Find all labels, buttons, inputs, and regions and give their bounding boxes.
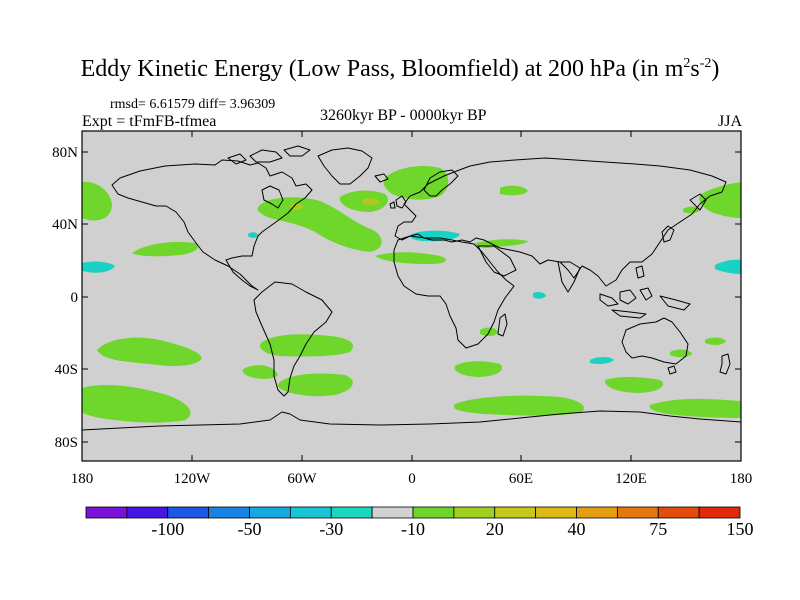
colorbar-label: 150: [727, 519, 754, 539]
positive-anomaly-region: [375, 252, 446, 264]
colorbar-label: 20: [486, 519, 504, 539]
positive-anomaly-region: [705, 337, 726, 346]
positive-anomaly-core: [362, 198, 380, 206]
colorbar-swatch: [494, 506, 537, 519]
positive-anomaly-region: [683, 206, 700, 214]
colorbar-swatch: [657, 506, 700, 519]
positive-anomaly-region: [132, 242, 198, 257]
colorbar-swatch: [126, 506, 169, 519]
positive-anomaly-region: [277, 373, 353, 397]
colorbar-swatch: [85, 506, 128, 519]
colorbar-swatch: [698, 506, 741, 519]
positive-anomaly-region: [260, 334, 354, 357]
colorbar-label: -10: [401, 519, 425, 539]
positive-anomaly-region: [453, 395, 584, 416]
colorbar-swatch: [412, 506, 455, 519]
positive-anomaly-region: [383, 166, 449, 200]
positive-anomaly-region: [82, 384, 191, 423]
positive-anomaly-region: [97, 337, 202, 366]
lat-tick-label: 80S: [55, 435, 78, 451]
colorbar: -100 -50 -30 -10 20 40 75 150: [85, 506, 754, 539]
lon-tick-label: 60W: [287, 471, 317, 487]
positive-anomaly-region: [257, 197, 382, 252]
colorbar-swatch: [576, 506, 618, 519]
negative-anomaly-region: [410, 230, 460, 242]
positive-anomaly-region: [604, 377, 664, 393]
positive-anomaly-region: [454, 361, 502, 377]
positive-anomaly-region: [500, 185, 528, 196]
longitude-axis: 180 120W 60W 0 60E 120E 180: [71, 131, 753, 487]
experiment-label: Expt = tFmFB-tfmea: [82, 113, 217, 130]
colorbar-label: 40: [568, 519, 586, 539]
lon-tick-label: 0: [408, 471, 416, 487]
lat-tick-label: 0: [71, 290, 79, 306]
colorbar-swatch: [167, 506, 210, 519]
positive-anomaly-region: [82, 181, 112, 221]
colorbar-label: -100: [151, 519, 184, 539]
colorbar-swatch: [249, 506, 291, 519]
lon-tick-label: 180: [71, 471, 94, 487]
colorbar-swatch: [289, 506, 332, 519]
lat-tick-label: 40N: [52, 217, 78, 233]
positive-anomaly-core: [290, 203, 303, 210]
colorbar-swatch: [535, 506, 577, 519]
negative-anomaly-region: [82, 261, 115, 273]
colorbar-swatch: [330, 506, 373, 519]
lat-tick-label: 40S: [55, 362, 78, 378]
lon-tick-label: 180: [730, 471, 753, 487]
colorbar-swatch: [453, 506, 496, 519]
positive-anomaly-region: [649, 398, 741, 418]
negative-anomaly-region: [590, 357, 614, 364]
lon-tick-label: 60E: [509, 471, 533, 487]
positive-anomaly-region: [242, 365, 278, 379]
rmsd-diff-stats: rmsd= 6.61579 diff= 3.96309: [110, 97, 276, 112]
positive-anomaly-region: [699, 182, 741, 218]
colorbar-label: -50: [238, 519, 262, 539]
plot-title: Eddy Kinetic Energy (Low Pass, Bloomfiel…: [80, 56, 720, 82]
negative-anomaly-region: [715, 259, 741, 274]
colorbar-swatch: [616, 506, 659, 519]
colorbar-swatch: [371, 506, 414, 519]
colorbar-label: -30: [319, 519, 343, 539]
colorbar-label: 75: [649, 519, 667, 539]
lon-tick-label: 120E: [615, 471, 647, 487]
coastlines: [82, 145, 741, 461]
negative-anomaly-region: [533, 292, 546, 299]
latitude-axis: 80N 40N 0 40S 80S: [52, 145, 741, 451]
map-panel: [82, 131, 741, 461]
lon-tick-label: 120W: [174, 471, 212, 487]
lat-tick-label: 80N: [52, 145, 78, 161]
anomaly-contours: [82, 166, 741, 423]
time-period-label: 3260kyr BP - 0000kyr BP: [320, 107, 487, 124]
season-label: JJA: [717, 113, 742, 130]
colorbar-swatch: [208, 506, 250, 519]
negative-anomaly-region: [248, 232, 258, 238]
